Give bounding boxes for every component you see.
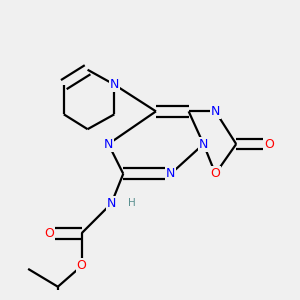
Text: O: O	[211, 167, 220, 180]
Text: N: N	[199, 138, 208, 151]
Text: N: N	[107, 197, 116, 210]
Text: O: O	[264, 138, 274, 151]
Text: N: N	[104, 138, 113, 151]
Text: O: O	[44, 227, 54, 240]
Text: H: H	[128, 199, 136, 208]
Text: N: N	[211, 105, 220, 118]
Text: N: N	[110, 78, 119, 91]
Text: O: O	[77, 260, 87, 272]
Text: N: N	[166, 167, 176, 180]
